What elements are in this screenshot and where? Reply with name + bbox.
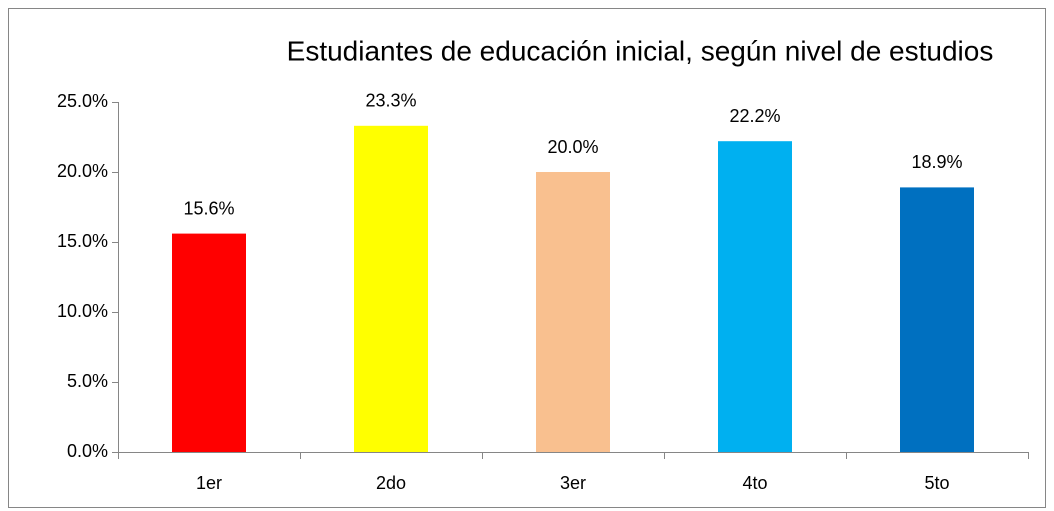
y-tick-label: 15.0%: [57, 231, 108, 251]
data-label: 20.0%: [547, 137, 598, 157]
bar: [900, 187, 974, 452]
bar: [536, 172, 610, 452]
bar: [172, 233, 246, 452]
y-tick-label: 5.0%: [67, 371, 108, 391]
y-tick-label: 25.0%: [57, 91, 108, 111]
data-label: 23.3%: [365, 91, 416, 111]
bar: [354, 125, 428, 453]
y-tick-label: 10.0%: [57, 301, 108, 321]
x-tick-label: 4to: [742, 473, 767, 493]
y-tick-label: 0.0%: [67, 441, 108, 461]
x-tick-label: 3er: [560, 473, 586, 493]
chart-title: Estudiantes de educación inicial, según …: [287, 35, 994, 66]
data-label: 22.2%: [729, 106, 780, 126]
data-label: 18.9%: [911, 152, 962, 172]
y-tick-label: 20.0%: [57, 161, 108, 181]
x-tick-label: 5to: [924, 473, 949, 493]
data-label: 15.6%: [183, 198, 234, 218]
chart-border: [8, 8, 1046, 508]
x-tick-label: 1er: [196, 473, 222, 493]
x-tick-label: 2do: [376, 473, 406, 493]
bar: [718, 141, 792, 452]
